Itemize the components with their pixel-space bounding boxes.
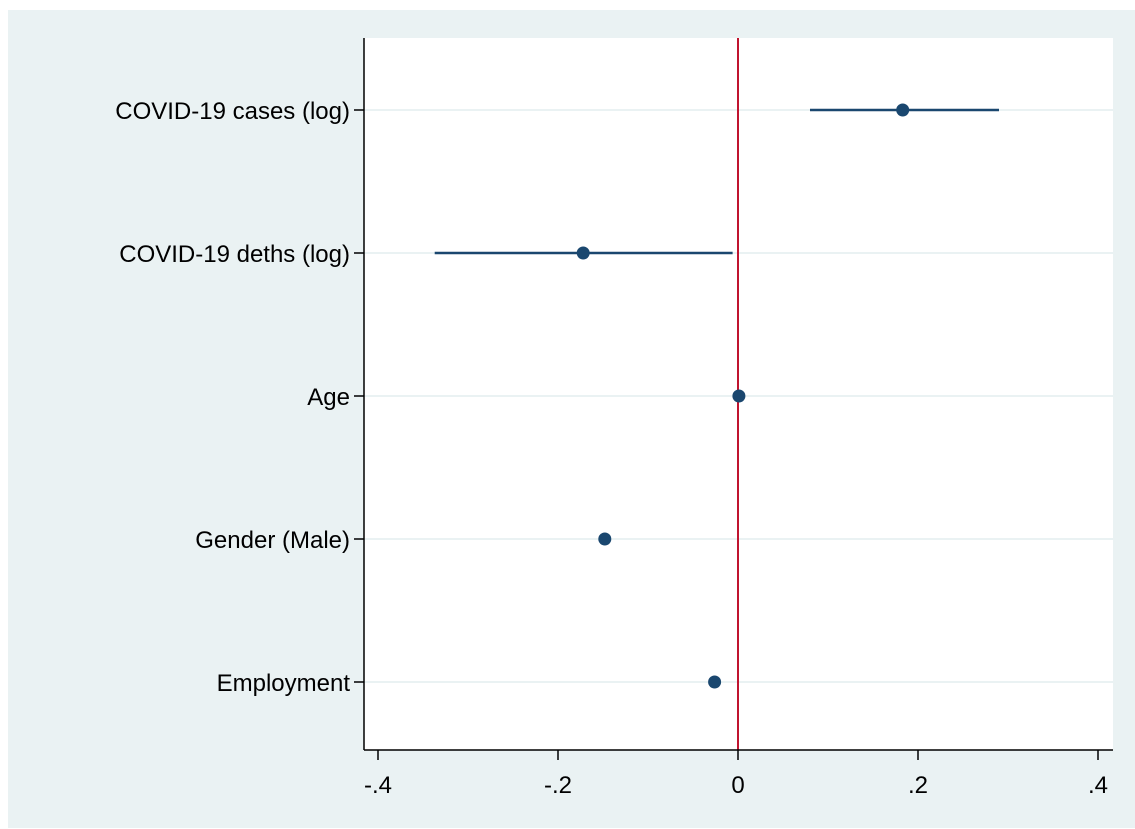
y-axis-ticks: COVID-19 cases (log) COVID-19 deths (log)… — [115, 98, 364, 697]
y-tick-label: COVID-19 deths (log) — [119, 241, 350, 268]
x-tick-label: -.2 — [544, 772, 572, 799]
estimate-point — [576, 246, 590, 260]
y-tick-label: Age — [307, 384, 350, 411]
x-tick-label: .2 — [908, 772, 928, 799]
estimate-point — [896, 103, 910, 117]
estimate-point — [708, 675, 722, 689]
y-tick-label: COVID-19 cases (log) — [115, 98, 350, 125]
y-tick-label: Employment — [217, 670, 351, 697]
x-tick-label: 0 — [731, 772, 744, 799]
y-tick-label: Gender (Male) — [195, 527, 350, 554]
estimate-points — [576, 103, 910, 689]
estimate-point — [732, 389, 746, 403]
x-tick-label: -.4 — [364, 772, 392, 799]
x-tick-label: .4 — [1088, 772, 1108, 799]
estimate-point — [598, 532, 612, 546]
x-axis-ticks: -.4 -.2 0 .2 .4 — [364, 750, 1108, 799]
